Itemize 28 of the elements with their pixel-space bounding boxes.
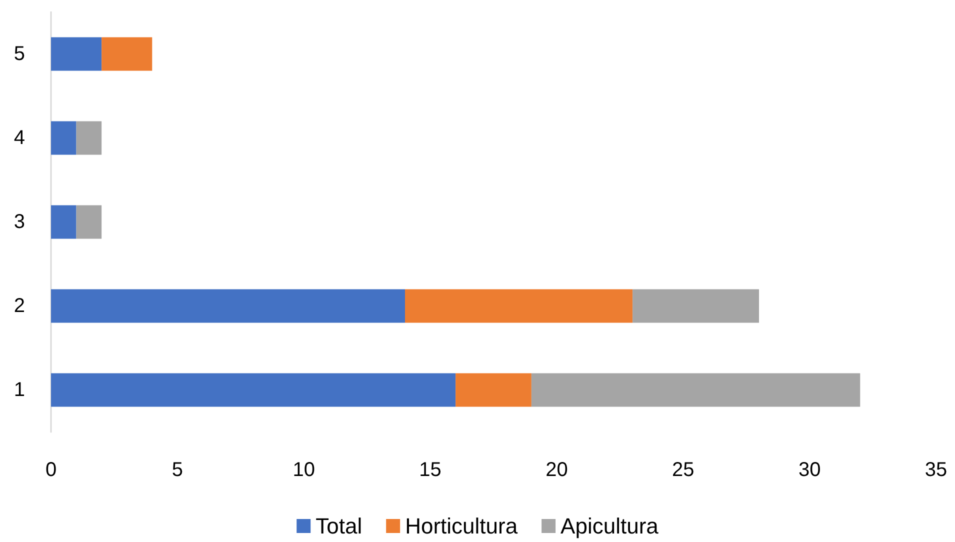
bar	[76, 121, 102, 155]
x-tick-label: 0	[45, 459, 57, 481]
x-tick-label: 5	[172, 459, 183, 481]
bar	[456, 373, 532, 407]
x-tick-label: 20	[546, 459, 568, 481]
x-tick-label: 10	[292, 459, 315, 481]
x-tick-label: 25	[672, 459, 694, 481]
bar	[531, 373, 860, 407]
x-tick-label: 15	[419, 459, 442, 481]
y-tick-label: 4	[14, 127, 25, 149]
legend-label: Apicultura	[560, 514, 660, 538]
x-tick-label: 35	[924, 459, 948, 481]
y-tick-label: 2	[14, 295, 25, 317]
bar	[102, 37, 152, 71]
legend-label: Total	[316, 514, 362, 538]
y-tick-label: 5	[14, 43, 25, 65]
bar	[51, 289, 405, 323]
x-tick-label: 30	[798, 459, 821, 481]
y-tick-label: 3	[14, 211, 25, 233]
bar	[632, 289, 759, 323]
legend-label: Horticultura	[405, 514, 518, 538]
y-tick-label: 1	[14, 379, 25, 401]
bar	[51, 205, 76, 239]
bar	[51, 373, 456, 407]
bar	[405, 289, 633, 323]
bar	[76, 205, 102, 239]
bar	[51, 121, 76, 155]
bar	[51, 37, 102, 71]
